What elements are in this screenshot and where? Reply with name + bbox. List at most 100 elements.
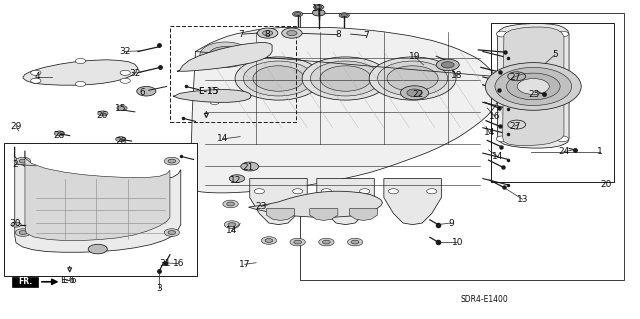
Polygon shape bbox=[191, 27, 500, 193]
Text: SDR4-E1400: SDR4-E1400 bbox=[461, 295, 509, 304]
Circle shape bbox=[98, 111, 108, 116]
Circle shape bbox=[164, 229, 179, 236]
Text: 14: 14 bbox=[226, 226, 237, 235]
Circle shape bbox=[292, 189, 303, 194]
Circle shape bbox=[401, 86, 429, 100]
Circle shape bbox=[228, 223, 236, 226]
Polygon shape bbox=[4, 143, 197, 276]
Circle shape bbox=[323, 240, 330, 244]
Circle shape bbox=[557, 31, 568, 37]
Circle shape bbox=[496, 31, 508, 37]
Circle shape bbox=[178, 94, 187, 98]
Text: 32: 32 bbox=[119, 47, 131, 56]
Polygon shape bbox=[177, 43, 272, 71]
Circle shape bbox=[369, 57, 456, 100]
Circle shape bbox=[242, 94, 251, 98]
Text: 20: 20 bbox=[600, 181, 612, 189]
Polygon shape bbox=[250, 179, 307, 225]
Text: 30: 30 bbox=[9, 219, 20, 227]
Circle shape bbox=[442, 62, 454, 68]
Text: 28: 28 bbox=[54, 130, 65, 139]
Text: 29: 29 bbox=[10, 122, 22, 131]
Circle shape bbox=[496, 84, 508, 89]
Circle shape bbox=[557, 136, 568, 142]
Circle shape bbox=[378, 61, 448, 96]
Circle shape bbox=[517, 78, 549, 94]
Circle shape bbox=[168, 231, 175, 234]
Text: 2: 2 bbox=[12, 160, 17, 169]
Circle shape bbox=[235, 57, 322, 100]
Circle shape bbox=[31, 70, 41, 75]
Circle shape bbox=[15, 229, 31, 236]
Circle shape bbox=[282, 28, 302, 38]
Circle shape bbox=[506, 73, 560, 100]
Circle shape bbox=[117, 106, 127, 111]
Text: 7: 7 bbox=[239, 30, 244, 39]
Circle shape bbox=[229, 175, 244, 182]
Circle shape bbox=[436, 59, 460, 70]
Text: 27: 27 bbox=[509, 122, 520, 131]
Circle shape bbox=[557, 84, 568, 89]
Circle shape bbox=[292, 11, 303, 17]
Circle shape bbox=[209, 47, 242, 63]
Polygon shape bbox=[384, 179, 442, 225]
Circle shape bbox=[224, 221, 239, 228]
Text: 24: 24 bbox=[558, 147, 570, 156]
Polygon shape bbox=[23, 60, 138, 85]
Polygon shape bbox=[349, 209, 378, 220]
Text: 8: 8 bbox=[265, 30, 271, 39]
Circle shape bbox=[351, 240, 359, 244]
Circle shape bbox=[316, 5, 322, 9]
Text: E-6: E-6 bbox=[62, 276, 77, 285]
Text: 12: 12 bbox=[230, 176, 241, 185]
Polygon shape bbox=[317, 179, 374, 225]
Circle shape bbox=[120, 78, 131, 83]
Circle shape bbox=[210, 100, 219, 105]
Circle shape bbox=[321, 189, 332, 194]
Circle shape bbox=[320, 66, 371, 91]
Circle shape bbox=[227, 202, 234, 206]
Circle shape bbox=[294, 12, 301, 16]
Circle shape bbox=[407, 89, 422, 97]
Circle shape bbox=[257, 28, 278, 38]
Text: 32: 32 bbox=[129, 69, 141, 78]
Circle shape bbox=[164, 157, 179, 165]
Text: FR.: FR. bbox=[18, 277, 32, 286]
Text: 27: 27 bbox=[509, 73, 520, 82]
Text: 22: 22 bbox=[412, 90, 423, 99]
Text: 19: 19 bbox=[409, 52, 420, 61]
Polygon shape bbox=[497, 24, 569, 148]
Text: 13: 13 bbox=[516, 195, 528, 204]
Polygon shape bbox=[25, 151, 170, 241]
Polygon shape bbox=[266, 209, 294, 220]
Text: 14: 14 bbox=[217, 134, 228, 143]
Text: 25: 25 bbox=[528, 90, 540, 99]
Text: 11: 11 bbox=[312, 4, 324, 13]
Polygon shape bbox=[248, 191, 383, 218]
Circle shape bbox=[120, 70, 131, 75]
Circle shape bbox=[495, 67, 572, 106]
Text: 16: 16 bbox=[172, 259, 184, 268]
Text: 4: 4 bbox=[35, 72, 40, 81]
Circle shape bbox=[116, 137, 126, 142]
Circle shape bbox=[312, 10, 325, 16]
Text: 17: 17 bbox=[239, 260, 250, 269]
Text: 14: 14 bbox=[484, 128, 495, 137]
Text: 23: 23 bbox=[255, 202, 267, 211]
Text: E-15: E-15 bbox=[198, 87, 218, 96]
Polygon shape bbox=[310, 209, 338, 220]
Text: 21: 21 bbox=[243, 163, 254, 172]
Circle shape bbox=[388, 189, 399, 194]
Text: 9: 9 bbox=[448, 219, 454, 227]
Text: E-6: E-6 bbox=[60, 276, 75, 285]
Text: 31: 31 bbox=[160, 259, 172, 268]
Circle shape bbox=[302, 57, 389, 100]
Circle shape bbox=[319, 238, 334, 246]
Circle shape bbox=[262, 31, 273, 36]
Polygon shape bbox=[15, 147, 180, 252]
Text: 28: 28 bbox=[115, 137, 127, 145]
Text: 15: 15 bbox=[115, 104, 127, 113]
Circle shape bbox=[253, 66, 304, 91]
Circle shape bbox=[241, 162, 259, 171]
Circle shape bbox=[31, 78, 41, 83]
